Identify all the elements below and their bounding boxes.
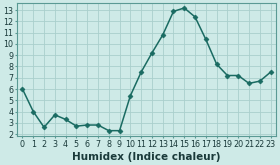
- X-axis label: Humidex (Indice chaleur): Humidex (Indice chaleur): [72, 151, 221, 162]
